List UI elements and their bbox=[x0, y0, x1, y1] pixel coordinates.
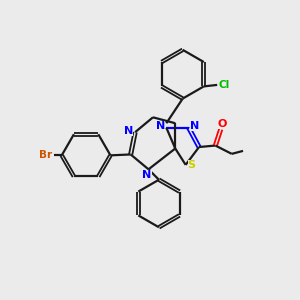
Text: S: S bbox=[188, 160, 196, 170]
Text: N: N bbox=[190, 121, 199, 131]
Text: N: N bbox=[156, 121, 165, 131]
Text: Br: Br bbox=[39, 150, 52, 160]
Text: O: O bbox=[218, 119, 227, 129]
Text: N: N bbox=[124, 126, 133, 136]
Text: N: N bbox=[142, 170, 152, 180]
Text: Cl: Cl bbox=[219, 80, 230, 90]
